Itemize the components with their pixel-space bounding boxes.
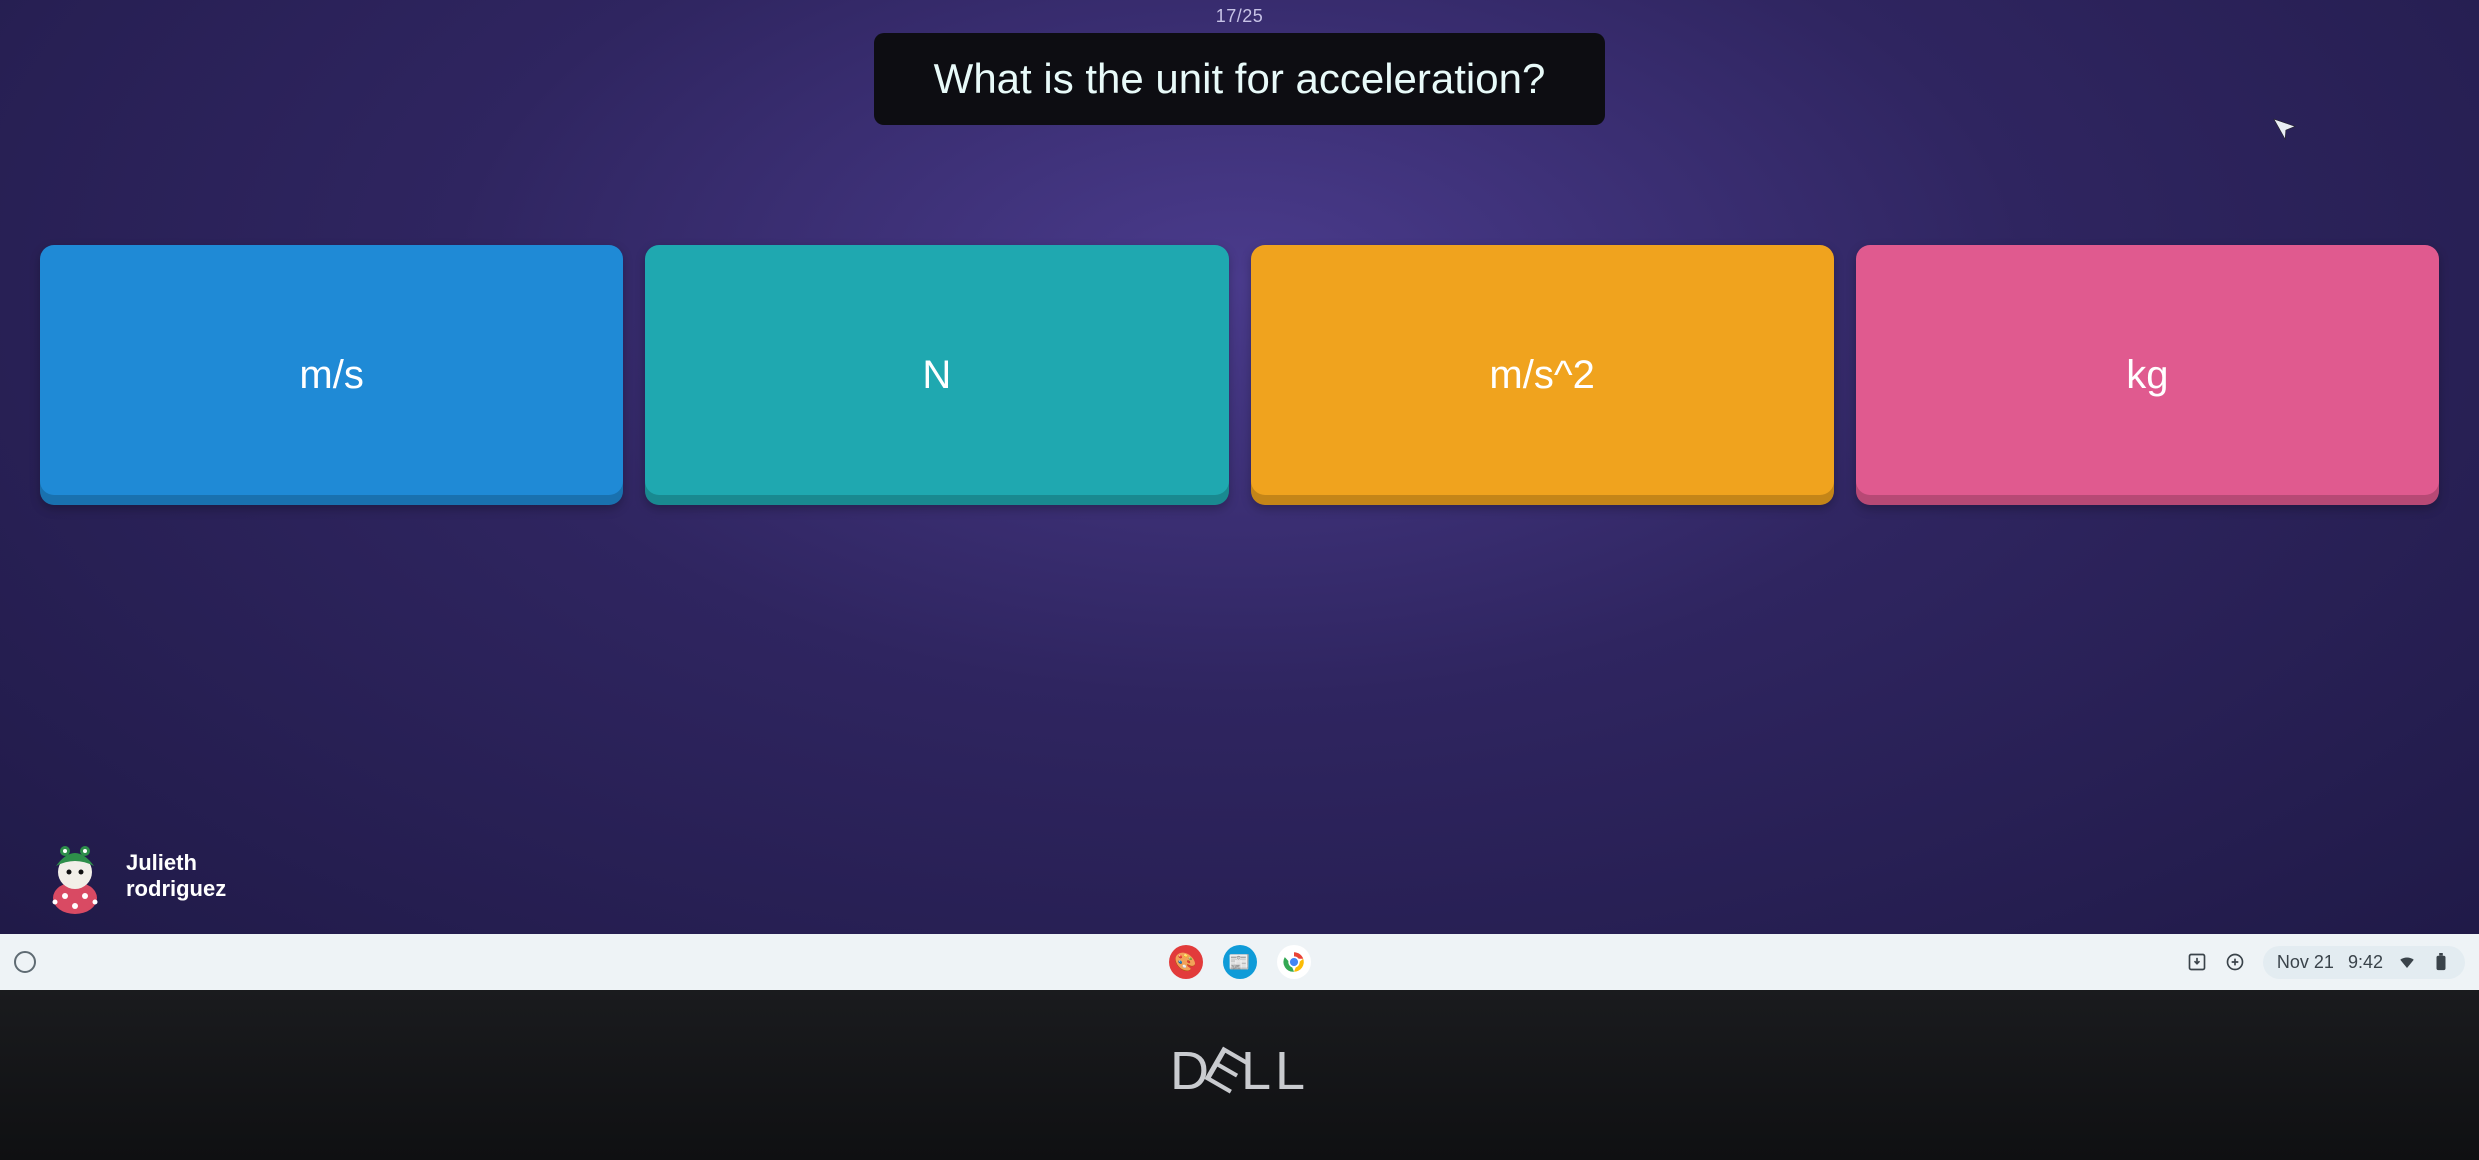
player-avatar-icon: [40, 836, 110, 916]
player-badge: Julieth rodriguez: [40, 836, 226, 916]
status-date: Nov 21: [2277, 952, 2334, 973]
question-progress: 17/25: [1216, 6, 1264, 27]
answer-label: m/s: [299, 353, 363, 398]
add-icon[interactable]: [2225, 952, 2245, 972]
player-name-line2: rodriguez: [126, 876, 226, 902]
answer-option-1[interactable]: m/s: [40, 245, 623, 505]
answer-label: kg: [2126, 353, 2168, 398]
news-app-icon[interactable]: 📰: [1223, 945, 1257, 979]
chromeos-shelf: 🎨 📰 Nov 21 9:42: [0, 934, 2479, 990]
player-name-line1: Julieth: [126, 850, 226, 876]
shelf-apps: 🎨 📰: [1169, 945, 1311, 979]
answer-option-3[interactable]: m/s^2: [1251, 245, 1834, 505]
laptop-bezel: DELL: [0, 990, 2479, 1160]
answer-label: N: [922, 353, 951, 398]
launcher-button[interactable]: [14, 951, 36, 973]
chrome-icon: [1281, 949, 1307, 975]
answer-row: m/s N m/s^2 kg: [30, 245, 2449, 505]
answer-label: m/s^2: [1489, 353, 1594, 398]
download-tray-icon[interactable]: [2187, 952, 2207, 972]
chrome-app-icon[interactable]: [1277, 945, 1311, 979]
answer-option-4[interactable]: kg: [1856, 245, 2439, 505]
player-name: Julieth rodriguez: [126, 850, 226, 903]
paint-app-icon[interactable]: 🎨: [1169, 945, 1203, 979]
question-text: What is the unit for acceleration?: [874, 33, 1606, 125]
status-tray[interactable]: Nov 21 9:42: [2263, 946, 2465, 979]
cursor-icon: [2270, 113, 2301, 150]
answer-option-2[interactable]: N: [645, 245, 1228, 505]
app-glyph: 🎨: [1174, 952, 1196, 973]
dell-logo: DELL: [1170, 1040, 1309, 1102]
quiz-screen: 17/25 What is the unit for acceleration?…: [0, 0, 2479, 934]
battery-icon: [2431, 952, 2451, 972]
wifi-icon: [2397, 952, 2417, 972]
app-glyph: 📰: [1228, 952, 1250, 973]
status-time: 9:42: [2348, 952, 2383, 973]
